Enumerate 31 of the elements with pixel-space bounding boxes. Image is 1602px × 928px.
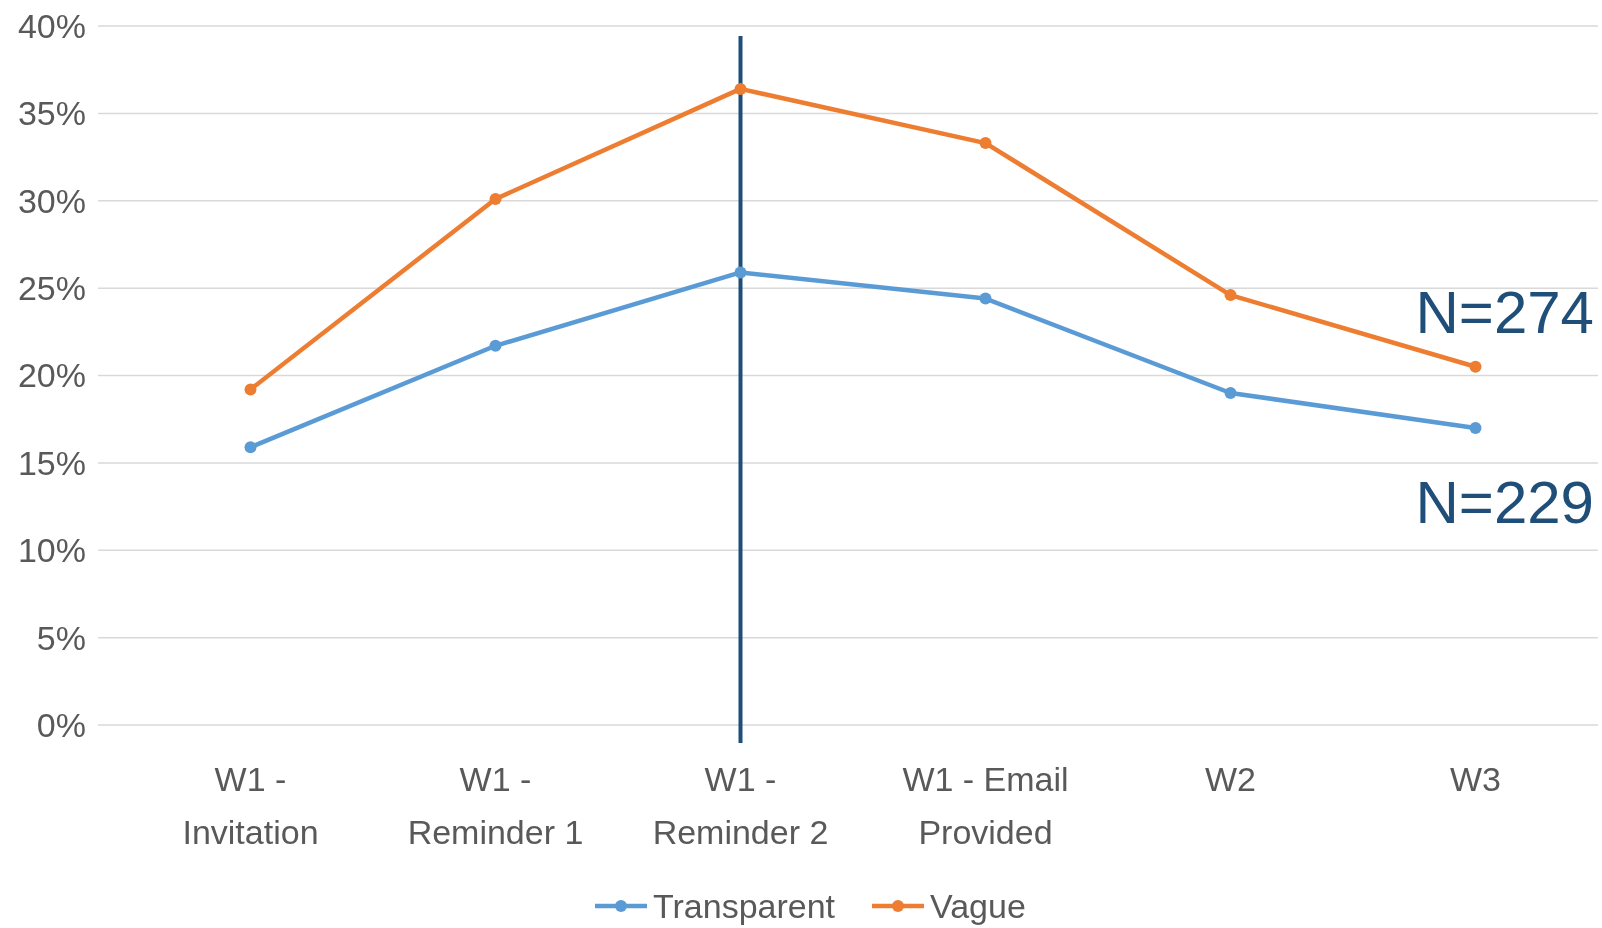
point bbox=[1469, 360, 1482, 373]
point bbox=[489, 339, 502, 352]
point bbox=[244, 441, 257, 454]
annotation: N=274 bbox=[1415, 279, 1594, 346]
x-tick-label: W3 bbox=[1450, 760, 1501, 798]
y-tick-label: 40% bbox=[17, 6, 86, 45]
x-tick-label: W1 - Email Provided bbox=[902, 760, 1069, 851]
y-tick-label: 10% bbox=[17, 531, 86, 570]
x-tick-label: W1 - Reminder 1 bbox=[407, 760, 584, 851]
x-tick-label: W1 - Reminder 2 bbox=[652, 760, 829, 851]
point bbox=[979, 137, 992, 150]
annotation: N=229 bbox=[1415, 469, 1594, 536]
y-tick-label: 15% bbox=[17, 443, 86, 482]
point bbox=[1469, 421, 1482, 434]
point bbox=[1224, 289, 1237, 302]
y-tick-label: 30% bbox=[17, 181, 86, 220]
point bbox=[979, 292, 992, 305]
y-tick-label: 0% bbox=[36, 705, 86, 744]
y-tick-label: 20% bbox=[17, 356, 86, 395]
point bbox=[1224, 386, 1237, 399]
y-tick-label: 5% bbox=[36, 618, 86, 657]
y-tick-label: 35% bbox=[17, 94, 86, 133]
y-tick-label: 25% bbox=[17, 269, 86, 308]
legend-label: Vague bbox=[930, 886, 1026, 925]
x-tick-label: W1 - Invitation bbox=[182, 760, 319, 851]
x-tick-label: W2 bbox=[1205, 760, 1256, 798]
point bbox=[734, 82, 747, 95]
point bbox=[489, 193, 502, 205]
point bbox=[244, 383, 257, 396]
legend-label: Transparent bbox=[653, 886, 836, 925]
point bbox=[734, 266, 747, 279]
